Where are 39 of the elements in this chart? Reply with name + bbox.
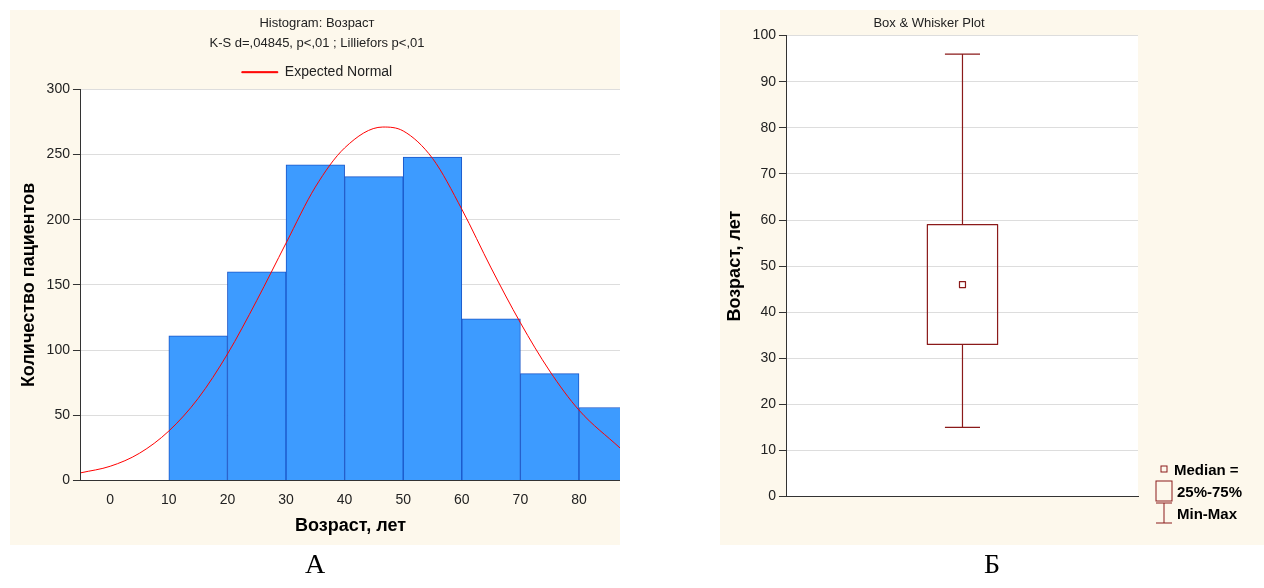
text: Median = xyxy=(1174,460,1239,478)
y-tick-label: 90 xyxy=(760,72,777,89)
y-tick-label: 50 xyxy=(54,406,71,423)
y-tick-label: 100 xyxy=(46,340,71,357)
x-tick-label: 0 xyxy=(106,490,115,507)
x-tick-label: 10 xyxy=(161,490,177,507)
text: А xyxy=(303,548,327,580)
y-tick-label: 250 xyxy=(46,145,71,162)
y-tick-label: 70 xyxy=(760,164,777,181)
legend-label: Expected Normal xyxy=(284,63,393,80)
y-tick-label: 50 xyxy=(760,256,777,273)
y-tick-label: 20 xyxy=(760,395,777,412)
text: Min-Max xyxy=(1177,504,1237,522)
y-tick-label: 40 xyxy=(760,303,777,320)
x-tick-label: 50 xyxy=(395,490,412,507)
x-tick-label: 70 xyxy=(512,490,529,507)
chart-title: Box & Whisker Plot xyxy=(873,15,986,31)
x-axis-title: Возраст, лет xyxy=(294,515,407,536)
y-tick-label: 200 xyxy=(46,210,71,227)
y-axis-title: Возраст, лет xyxy=(723,210,744,322)
text: Б xyxy=(982,548,1002,580)
line-series xyxy=(80,126,620,474)
text: 25%-75% xyxy=(1177,482,1243,500)
y-tick-label: 60 xyxy=(760,210,777,227)
y-tick-label: 0 xyxy=(62,471,71,488)
y-tick-label: 100 xyxy=(752,26,777,43)
chart-subtitle: K-S d=,04845, p<,01 ; Lilliefors p<,01 xyxy=(209,34,425,50)
x-tick-label: 30 xyxy=(278,490,295,507)
x-tick-label: 80 xyxy=(571,490,587,507)
y-tick-label: 150 xyxy=(46,275,71,292)
y-tick-label: 10 xyxy=(760,441,777,458)
y-tick-label: 30 xyxy=(760,349,777,366)
y-tick-label: 300 xyxy=(46,80,71,97)
x-tick-label: 60 xyxy=(454,490,470,507)
y-axis-title: Количество пациентов xyxy=(17,182,38,388)
x-tick-label: 40 xyxy=(336,490,353,507)
x-tick-label: 20 xyxy=(219,490,236,507)
y-tick-label: 80 xyxy=(760,118,777,135)
chart-title: Histogram: Возраст xyxy=(259,15,375,31)
